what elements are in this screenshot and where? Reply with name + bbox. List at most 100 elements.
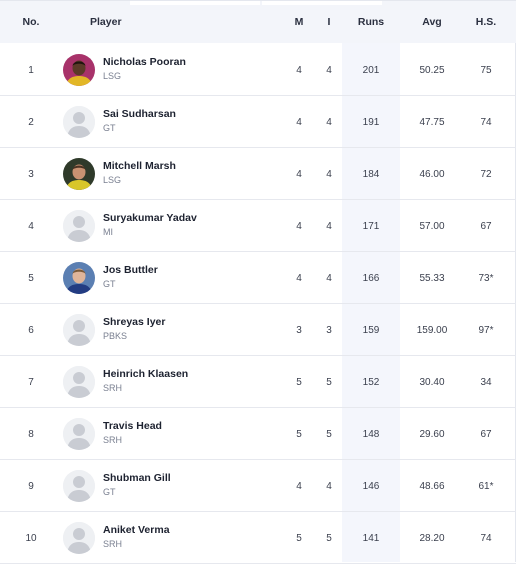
matches-cell: 4 (296, 221, 302, 232)
avatar-placeholder-icon[interactable] (63, 210, 95, 242)
avatar-placeholder-icon[interactable] (63, 470, 95, 502)
rank-cell: 10 (25, 533, 37, 544)
average-cell: 48.66 (419, 481, 445, 492)
player-name-link[interactable]: Jos Buttler (103, 264, 158, 276)
player-team: SRH (103, 539, 123, 549)
innings-cell: 4 (326, 117, 332, 128)
player-name-link[interactable]: Travis Head (103, 420, 162, 432)
player-name-link[interactable]: Suryakumar Yadav (103, 212, 197, 224)
innings-cell: 4 (326, 169, 332, 180)
rank-cell: 5 (28, 273, 34, 284)
innings-cell: 5 (326, 533, 332, 544)
player-team: GT (103, 123, 116, 133)
runs-cell: 152 (362, 377, 380, 388)
player-name-link[interactable]: Aniket Verma (103, 524, 170, 536)
avatar-placeholder-icon[interactable] (63, 522, 95, 554)
player-team: LSG (103, 175, 122, 185)
highest-score-cell: 72 (480, 169, 492, 180)
highest-score-cell: 61* (478, 481, 494, 492)
table-header: No. Player M I Runs Avg H.S. (0, 0, 516, 43)
runs-cell: 191 (362, 117, 380, 128)
innings-cell: 3 (326, 325, 332, 336)
highest-score-cell: 74 (480, 117, 492, 128)
player-avatar[interactable] (63, 262, 95, 294)
average-cell: 47.75 (419, 117, 445, 128)
highest-score-cell: 34 (480, 377, 492, 388)
table-row[interactable]: 5 4 4 166 55.33 73* Jos Buttler GT (0, 252, 516, 304)
table-row[interactable]: 1 4 4 201 50.25 75 Nicholas Pooran LSG (0, 44, 516, 96)
table-row[interactable]: 8 5 5 148 29.60 67 Travis Head SRH (0, 408, 516, 460)
player-name-link[interactable]: Sai Sudharsan (103, 108, 176, 120)
innings-cell: 4 (326, 65, 332, 76)
player-name-link[interactable]: Heinrich Klaasen (103, 368, 189, 380)
player-team: GT (103, 487, 116, 497)
runs-cell: 166 (362, 273, 380, 284)
runs-cell: 201 (362, 65, 380, 76)
header-no[interactable]: No. (22, 16, 40, 28)
innings-cell: 5 (326, 377, 332, 388)
rank-cell: 6 (28, 325, 34, 336)
avatar-placeholder-icon[interactable] (63, 106, 95, 138)
highest-score-cell: 97* (478, 325, 494, 336)
innings-cell: 4 (326, 221, 332, 232)
header-innings[interactable]: I (327, 16, 331, 28)
header-matches[interactable]: M (294, 16, 304, 28)
header-player[interactable]: Player (90, 16, 122, 28)
player-team: MI (103, 227, 113, 237)
table-row[interactable]: 9 4 4 146 48.66 61* Shubman Gill GT (0, 460, 516, 512)
average-cell: 29.60 (419, 429, 445, 440)
table-row[interactable]: 10 5 5 141 28.20 74 Aniket Verma SRH (0, 512, 516, 564)
header-avg[interactable]: Avg (422, 16, 442, 28)
average-cell: 28.20 (419, 533, 445, 544)
innings-cell: 4 (326, 481, 332, 492)
player-team: SRH (103, 383, 123, 393)
matches-cell: 4 (296, 273, 302, 284)
table-row[interactable]: 4 4 4 171 57.00 67 Suryakumar Yadav MI (0, 200, 516, 252)
runs-cell: 171 (362, 221, 380, 232)
table-row[interactable]: 7 5 5 152 30.40 34 Heinrich Klaasen SRH (0, 356, 516, 408)
rank-cell: 1 (28, 65, 34, 76)
rank-cell: 3 (28, 169, 34, 180)
header-tab-gap (262, 1, 382, 5)
table-row[interactable]: 3 4 4 184 46.00 72 Mitchell Marsh LSG (0, 148, 516, 200)
average-cell: 55.33 (419, 273, 445, 284)
player-name-link[interactable]: Mitchell Marsh (103, 160, 176, 172)
avatar-placeholder-icon[interactable] (63, 418, 95, 450)
highest-score-cell: 67 (480, 221, 492, 232)
matches-cell: 4 (296, 169, 302, 180)
runs-cell: 148 (362, 429, 380, 440)
player-team: GT (103, 279, 116, 289)
matches-cell: 4 (296, 117, 302, 128)
avatar-placeholder-icon[interactable] (63, 314, 95, 346)
rank-cell: 8 (28, 429, 34, 440)
runs-cell: 159 (362, 325, 380, 336)
highest-score-cell: 75 (480, 65, 492, 76)
header-tab-gap (130, 1, 260, 5)
runs-cell: 141 (362, 533, 380, 544)
runs-cell: 184 (362, 169, 380, 180)
player-team: SRH (103, 435, 123, 445)
player-name-link[interactable]: Shreyas Iyer (103, 316, 166, 328)
table-row[interactable]: 2 4 4 191 47.75 74 Sai Sudharsan GT (0, 96, 516, 148)
rank-cell: 9 (28, 481, 34, 492)
matches-cell: 5 (296, 533, 302, 544)
rank-cell: 2 (28, 117, 34, 128)
avatar-placeholder-icon[interactable] (63, 366, 95, 398)
header-hs[interactable]: H.S. (475, 16, 497, 28)
average-cell: 159.00 (416, 325, 448, 336)
innings-cell: 4 (326, 273, 332, 284)
highest-score-cell: 73* (478, 273, 494, 284)
matches-cell: 4 (296, 481, 302, 492)
runs-cell: 146 (362, 481, 380, 492)
player-avatar[interactable] (63, 158, 95, 190)
player-avatar[interactable] (63, 54, 95, 86)
runs-column-highlight (342, 0, 400, 562)
average-cell: 46.00 (419, 169, 445, 180)
header-runs[interactable]: Runs (357, 16, 385, 28)
player-name-link[interactable]: Shubman Gill (103, 472, 171, 484)
average-cell: 50.25 (419, 65, 445, 76)
matches-cell: 5 (296, 377, 302, 388)
table-row[interactable]: 6 3 3 159 159.00 97* Shreyas Iyer PBKS (0, 304, 516, 356)
player-name-link[interactable]: Nicholas Pooran (103, 56, 186, 68)
